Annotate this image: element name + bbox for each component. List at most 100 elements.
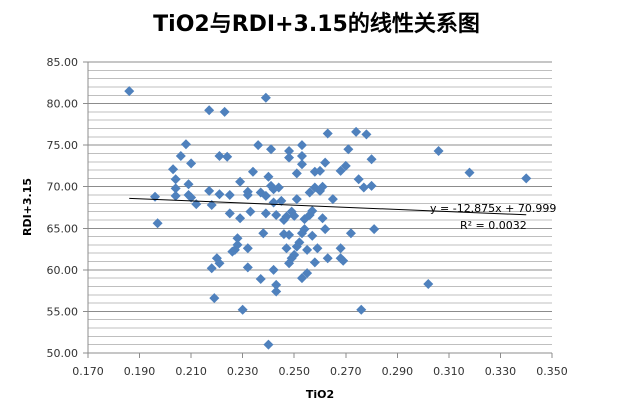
data-point-diamond xyxy=(235,213,246,224)
data-point-diamond xyxy=(204,105,215,116)
data-point-diamond xyxy=(284,152,295,163)
data-point-diamond xyxy=(204,185,215,196)
data-point-diamond xyxy=(433,145,444,156)
data-point-diamond xyxy=(242,262,253,273)
y-tick-label: 60.00 xyxy=(47,264,79,277)
data-point-diamond xyxy=(260,208,271,219)
y-tick-label: 55.00 xyxy=(47,305,79,318)
x-tick-label: 0.350 xyxy=(536,365,568,378)
data-point-diamond xyxy=(322,128,333,139)
y-tick-label: 75.00 xyxy=(47,139,79,152)
data-point-diamond xyxy=(170,183,181,194)
data-point-diamond xyxy=(353,174,364,185)
data-point-diamond xyxy=(335,165,346,176)
data-point-diamond xyxy=(237,304,248,315)
chart-title: TiO2与RDI+3.15的线性关系图 xyxy=(153,12,480,37)
data-point-diamond xyxy=(214,258,225,269)
data-point-diamond xyxy=(284,145,295,156)
data-point-diamond xyxy=(294,237,305,248)
data-point-diamond xyxy=(304,187,315,198)
data-point-diamond xyxy=(170,190,181,201)
trendline-r-squared: R² = 0.0032 xyxy=(460,219,527,232)
data-point-diamond xyxy=(263,339,274,350)
y-tick-label: 50.00 xyxy=(47,347,79,360)
data-point-diamond xyxy=(296,150,307,161)
data-point-diamond xyxy=(307,205,318,216)
data-point-diamond xyxy=(320,224,331,235)
data-point-diamond xyxy=(271,209,282,220)
data-point-diamond xyxy=(214,150,225,161)
data-point-diamond xyxy=(263,171,274,182)
x-axis-title: TiO2 xyxy=(306,388,334,401)
data-point-diamond xyxy=(289,249,300,260)
y-tick-label: 80.00 xyxy=(47,98,79,111)
x-tick-label: 0.210 xyxy=(175,365,207,378)
x-tick-label: 0.330 xyxy=(485,365,517,378)
data-point-diamond xyxy=(315,165,325,176)
data-point-diamond xyxy=(258,228,269,239)
data-point-diamond xyxy=(214,189,225,200)
x-tick-label: 0.170 xyxy=(72,365,104,378)
data-point-diamond xyxy=(464,167,475,178)
data-point-diamond xyxy=(266,144,277,155)
data-point-diamond xyxy=(299,224,310,235)
data-point-diamond xyxy=(168,164,179,175)
data-point-diamond xyxy=(209,293,220,304)
data-point-diamond xyxy=(242,190,253,201)
x-tick-label: 0.190 xyxy=(124,365,156,378)
gridlines xyxy=(88,61,552,354)
data-point-diamond xyxy=(224,190,235,201)
data-point-diamond xyxy=(232,239,243,250)
data-point-diamond xyxy=(320,157,331,168)
data-point-diamond xyxy=(291,194,302,205)
data-point-diamond xyxy=(124,86,135,97)
data-point-diamond xyxy=(253,140,264,151)
x-tick-label: 0.230 xyxy=(227,365,259,378)
data-point-diamond xyxy=(296,273,307,284)
data-point-diamond xyxy=(170,174,181,185)
data-point-diamond xyxy=(260,190,271,201)
data-point-diamond xyxy=(322,253,333,264)
data-point-diamond xyxy=(302,244,313,255)
data-point-diamond xyxy=(366,154,377,165)
data-point-diamond xyxy=(307,230,318,241)
trendline xyxy=(129,197,527,216)
x-tick-label: 0.250 xyxy=(278,365,310,378)
data-point-diamond xyxy=(281,211,292,222)
y-tick-label: 65.00 xyxy=(47,222,79,235)
data-point-diamond xyxy=(317,213,328,224)
data-point-diamond xyxy=(245,206,256,217)
data-point-diamond xyxy=(255,274,266,285)
data-point-diamond xyxy=(242,243,253,254)
data-point-diamond xyxy=(361,129,372,140)
data-point-diamond xyxy=(276,195,287,206)
data-point-diamond xyxy=(335,243,346,254)
data-point-diamond xyxy=(358,182,369,193)
data-point-diamond xyxy=(343,144,354,155)
data-point-diamond xyxy=(150,191,161,202)
data-point-diamond xyxy=(338,255,349,266)
data-point-diamond xyxy=(366,180,377,191)
data-point-diamond xyxy=(302,268,313,279)
data-points xyxy=(124,86,532,350)
data-point-diamond xyxy=(296,140,307,151)
data-point-diamond xyxy=(345,228,356,239)
x-tick-label: 0.270 xyxy=(330,365,362,378)
y-axis-title: RDI+3.15 xyxy=(21,178,34,236)
data-point-diamond xyxy=(521,173,532,184)
data-point-diamond xyxy=(271,286,282,297)
data-point-diamond xyxy=(260,92,271,103)
data-point-diamond xyxy=(289,210,300,221)
trendline-equation: y = -12.875x + 70.999 xyxy=(430,202,556,215)
data-point-diamond xyxy=(186,192,197,203)
x-axis-tick-labels: 0.170 0.190 0.210 0.230 0.250 0.270 0.290 0.310… xyxy=(72,365,568,378)
data-point-diamond xyxy=(175,150,186,161)
data-point-diamond xyxy=(232,233,243,244)
data-point-diamond xyxy=(351,126,362,137)
data-point-diamond xyxy=(235,176,246,187)
y-tick-label: 70.00 xyxy=(47,181,79,194)
data-point-diamond xyxy=(317,181,328,192)
data-point-diamond xyxy=(152,218,163,229)
data-point-diamond xyxy=(273,182,284,193)
